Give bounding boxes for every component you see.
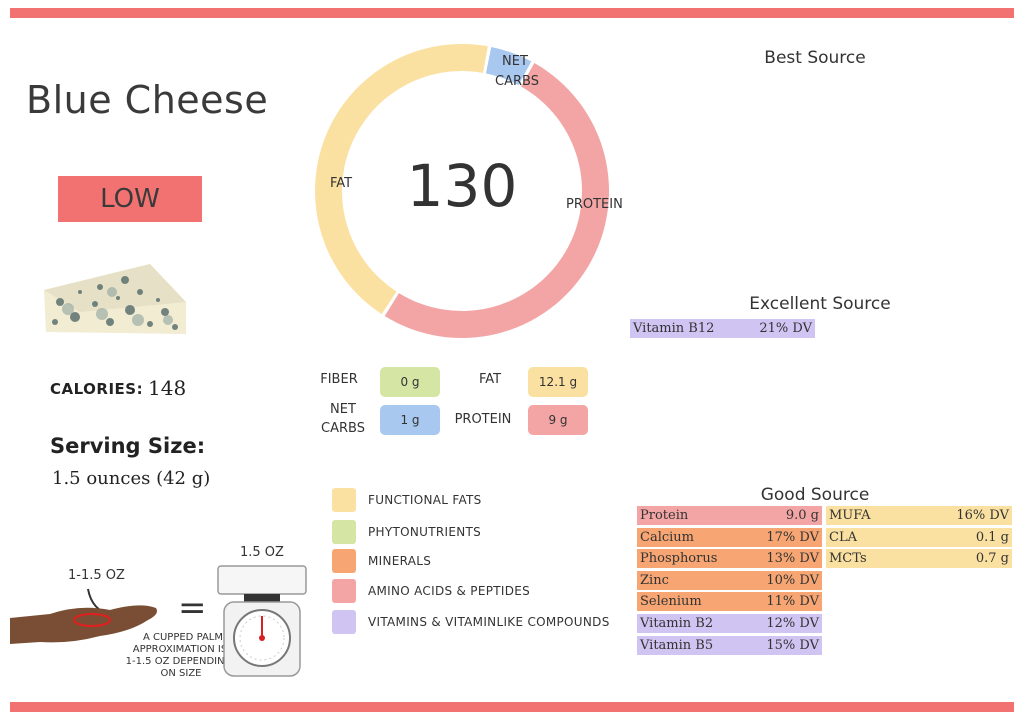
legend-item: FUNCTIONAL FATS	[332, 488, 482, 512]
serving-size-value: 1.5 ounces (42 g)	[52, 468, 211, 489]
legend-swatch-phytonutrients	[332, 520, 356, 544]
nutrient-value: 21% DV	[759, 321, 812, 336]
good-source-row: MCTs 0.7 g	[826, 549, 1012, 569]
equals-sign: =	[178, 588, 207, 628]
nutrient-name: MUFA	[829, 508, 871, 523]
palm-caption-line2: APPROXIMATION IS	[132, 644, 228, 655]
donut-label-protein: PROTEIN	[566, 197, 623, 212]
donut-label-net: NET	[502, 54, 528, 69]
legend-swatch-minerals	[332, 549, 356, 573]
good-source-row: Zinc 10% DV	[637, 570, 822, 590]
top-accent-bar	[10, 8, 1014, 18]
donut-segment-fat	[315, 44, 488, 315]
legend-label: MINERALS	[368, 554, 432, 568]
nutrient-value: 15% DV	[766, 637, 819, 653]
nutrient-name: Calcium	[640, 529, 694, 545]
nutrient-name: MCTs	[829, 551, 867, 567]
donut-center-number: 130	[406, 152, 518, 220]
nutrient-value: 11% DV	[766, 594, 819, 610]
macro-donut-chart	[315, 44, 609, 338]
nutrient-value: 0.1 g	[975, 529, 1009, 545]
cupped-hand-image	[10, 605, 157, 644]
legend-label: VITAMINS & VITAMINLIKE COMPOUNDS	[368, 615, 610, 629]
nutrient-value: 10% DV	[766, 572, 819, 588]
fat-value: 12.1 g	[528, 367, 588, 397]
protein-value: 9 g	[528, 405, 588, 435]
donut-segment-net-carbs	[485, 46, 532, 86]
palm-caption-line1: A CUPPED PALM	[142, 632, 223, 643]
nutrient-name: Vitamin B12	[633, 321, 715, 336]
good-source-row: Calcium 17% DV	[637, 527, 822, 547]
legend-swatch-amino-acids	[332, 579, 356, 603]
nutrient-name: Phosphorus	[640, 551, 718, 567]
legend-item: VITAMINS & VITAMINLIKE COMPOUNDS	[332, 610, 610, 634]
net-carbs-value: 1 g	[380, 405, 440, 435]
good-source-row: Vitamin B5 15% DV	[637, 635, 822, 655]
donut-label-fat: FAT	[330, 176, 353, 191]
kitchen-scale-image	[217, 565, 307, 677]
legend-item: PHYTONUTRIENTS	[332, 520, 481, 544]
good-source-row: Phosphorus 13% DV	[637, 549, 822, 569]
nutrient-name: Vitamin B5	[640, 637, 714, 653]
nutrient-name: Zinc	[640, 572, 669, 588]
legend-label: PHYTONUTRIENTS	[368, 525, 482, 539]
fiber-label: FIBER	[320, 372, 358, 387]
good-source-heading: Good Source	[760, 485, 870, 505]
nutrient-name: Vitamin B2	[640, 616, 714, 631]
cheese-image	[44, 264, 186, 334]
nutrient-value: 16% DV	[956, 508, 1009, 523]
legend-item: MINERALS	[332, 549, 431, 573]
best-source-heading: Best Source	[764, 48, 866, 68]
hand-portion-label: 1-1.5 OZ	[68, 568, 125, 583]
serving-size-label: Serving Size:	[50, 434, 206, 458]
nutrient-value: 17% DV	[766, 529, 819, 545]
calories-value: 148	[148, 376, 187, 400]
good-source-row: Vitamin B2 12% DV	[637, 614, 822, 633]
nutrient-name: CLA	[829, 529, 857, 545]
good-source-row: Protein 9.0 g	[637, 506, 822, 525]
nutrient-value: 13% DV	[766, 551, 819, 567]
excellent-source-heading: Excellent Source	[749, 294, 891, 314]
good-source-row: Selenium 11% DV	[637, 592, 822, 612]
food-title: Blue Cheese	[26, 78, 269, 122]
legend-swatch-functional-fats	[332, 488, 356, 512]
legend-item: AMINO ACIDS & PEPTIDES	[332, 579, 530, 603]
nutrient-value: 0.7 g	[975, 551, 1009, 567]
nutrient-value: 9.0 g	[785, 508, 819, 523]
nutrient-value: 12% DV	[766, 616, 819, 631]
palm-caption-line3: 1-1.5 OZ DEPENDING	[125, 656, 233, 667]
donut-label-carbs: CARBS	[495, 74, 539, 89]
nutrient-name: Protein	[640, 508, 689, 523]
calories-label: CALORIES:	[50, 380, 144, 398]
legend-swatch-vitamins	[332, 610, 356, 634]
donut-segment-protein	[384, 63, 609, 338]
palm-caption-line4: ON SIZE	[160, 668, 202, 679]
nutrient-name: Selenium	[640, 594, 702, 610]
fat-label: FAT	[478, 372, 502, 387]
good-source-row: MUFA 16% DV	[826, 506, 1012, 525]
protein-label: PROTEIN	[454, 412, 512, 427]
legend-label: AMINO ACIDS & PEPTIDES	[368, 584, 531, 598]
bottom-accent-bar	[10, 702, 1014, 712]
net-carbs-label-line2: CARBS	[321, 421, 365, 436]
excellent-source-row: Vitamin B12 21% DV	[630, 319, 815, 338]
fiber-value: 0 g	[380, 367, 440, 397]
rating-badge: LOW	[58, 176, 202, 222]
good-source-row: CLA 0.1 g	[826, 527, 1012, 547]
net-carbs-label-line1: NET	[330, 402, 356, 417]
legend-label: FUNCTIONAL FATS	[368, 493, 482, 507]
scale-portion-label: 1.5 OZ	[240, 545, 284, 560]
